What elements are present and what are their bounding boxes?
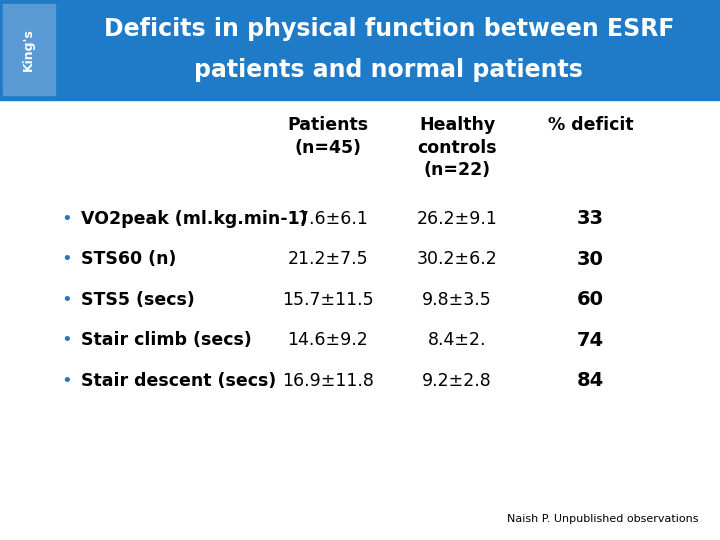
Text: 14.6±9.2: 14.6±9.2 [287,331,368,349]
Text: •: • [61,250,71,268]
Text: (n=45): (n=45) [294,139,361,157]
Text: 16.9±11.8: 16.9±11.8 [282,372,374,390]
Text: 30.2±6.2: 30.2±6.2 [417,250,498,268]
Text: 33: 33 [577,209,604,228]
Text: Naish P. Unpublished observations: Naish P. Unpublished observations [507,514,698,524]
Text: controls: controls [418,139,497,157]
Text: Healthy: Healthy [419,116,495,134]
Text: Stair climb (secs): Stair climb (secs) [81,331,251,349]
Text: Stair descent (secs): Stair descent (secs) [81,372,276,390]
Text: 15.7±11.5: 15.7±11.5 [282,291,374,309]
Text: •: • [61,210,71,228]
Text: 30: 30 [577,249,604,269]
Text: •: • [61,291,71,309]
Text: Deficits in physical function between ESRF: Deficits in physical function between ES… [104,17,674,42]
Text: STS5 (secs): STS5 (secs) [81,291,194,309]
Text: Patients: Patients [287,116,368,134]
Text: •: • [61,331,71,349]
Text: 60: 60 [577,290,604,309]
Text: 9.2±2.8: 9.2±2.8 [423,372,492,390]
Text: 74: 74 [577,330,604,350]
Text: VO2peak (ml.kg.min-1): VO2peak (ml.kg.min-1) [81,210,307,228]
Text: (n=22): (n=22) [423,161,491,179]
Text: 21.2±7.5: 21.2±7.5 [287,250,368,268]
Text: 8.4±2.: 8.4±2. [428,331,487,349]
Text: patients and normal patients: patients and normal patients [194,58,583,83]
Text: King's: King's [22,29,35,71]
Text: % deficit: % deficit [548,116,633,134]
Text: STS60 (n): STS60 (n) [81,250,176,268]
Text: 26.2±9.1: 26.2±9.1 [417,210,498,228]
Text: 17.6±6.1: 17.6±6.1 [287,210,368,228]
Text: •: • [61,372,71,390]
Text: 84: 84 [577,371,604,390]
Text: 9.8±3.5: 9.8±3.5 [423,291,492,309]
